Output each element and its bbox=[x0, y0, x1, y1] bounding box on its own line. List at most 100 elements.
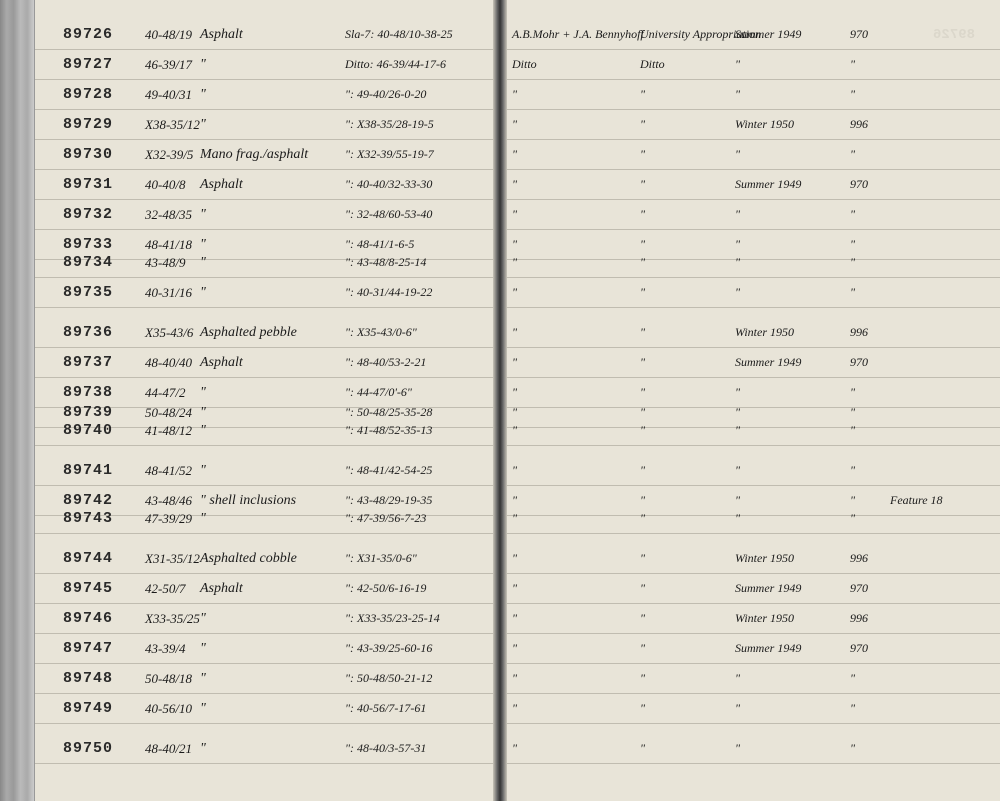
collector: " bbox=[512, 117, 517, 132]
ledger-row-right: ""Winter 1950996 bbox=[500, 318, 1000, 348]
accession: " bbox=[850, 57, 855, 72]
ghost-id: 89726 bbox=[933, 27, 975, 43]
accession: 970 bbox=[850, 581, 868, 596]
record-id: 89743 bbox=[63, 510, 113, 527]
ledger-row-left: 8974850-48/18"": 50-48/50-21-12 bbox=[35, 664, 499, 694]
collector: " bbox=[512, 611, 517, 626]
coordinate: 43-39/4 bbox=[145, 641, 185, 657]
detail: ": X32-39/55-19-7 bbox=[345, 147, 434, 162]
coordinate: X33-35/25 bbox=[145, 611, 200, 627]
detail: ": 47-39/56-7-23 bbox=[345, 511, 426, 526]
fund: " bbox=[640, 147, 645, 162]
detail: ": X33-35/23-25-14 bbox=[345, 611, 440, 626]
collector: Ditto bbox=[512, 57, 537, 72]
collector: " bbox=[512, 147, 517, 162]
ledger-book: 8972640-48/19AsphaltSla-7: 40-48/10-38-2… bbox=[0, 0, 1000, 801]
page-edge-stack bbox=[0, 0, 35, 801]
accession: " bbox=[850, 511, 855, 526]
ledger-row-right: ""Summer 1949970 bbox=[500, 170, 1000, 200]
detail: ": 40-31/44-19-22 bbox=[345, 285, 432, 300]
coordinate: X32-39/5 bbox=[145, 147, 193, 163]
season: " bbox=[735, 87, 740, 102]
season: Summer 1949 bbox=[735, 641, 801, 656]
ledger-row-left: 8973443-48/9"": 43-48/8-25-14 bbox=[35, 248, 499, 278]
ledger-row-right: ""Summer 1949970 bbox=[500, 574, 1000, 604]
record-id: 89735 bbox=[63, 284, 113, 301]
ledger-row-right: """" bbox=[500, 504, 1000, 534]
record-id: 89734 bbox=[63, 254, 113, 271]
description: Asphalted cobble bbox=[200, 551, 297, 567]
record-id: 89731 bbox=[63, 176, 113, 193]
record-id: 89746 bbox=[63, 610, 113, 627]
coordinate: 49-40/31 bbox=[145, 87, 192, 103]
description: " bbox=[200, 511, 206, 527]
season: Winter 1950 bbox=[735, 611, 794, 626]
coordinate: 40-48/19 bbox=[145, 27, 192, 43]
coordinate: 40-40/8 bbox=[145, 177, 185, 193]
collector: " bbox=[512, 581, 517, 596]
fund: " bbox=[640, 581, 645, 596]
collector: " bbox=[512, 255, 517, 270]
ledger-row-right: ""Summer 1949970 bbox=[500, 634, 1000, 664]
coordinate: 48-40/40 bbox=[145, 355, 192, 371]
ledger-row-left: 8973748-40/40Asphalt": 48-40/53-2-21 bbox=[35, 348, 499, 378]
description: Asphalt bbox=[200, 177, 243, 193]
description: Asphalt bbox=[200, 27, 243, 43]
detail: ": 41-48/52-35-13 bbox=[345, 423, 432, 438]
season: " bbox=[735, 207, 740, 222]
accession: " bbox=[850, 463, 855, 478]
description: " bbox=[200, 423, 206, 439]
fund: " bbox=[640, 701, 645, 716]
season: " bbox=[735, 741, 740, 756]
coordinate: 42-50/7 bbox=[145, 581, 185, 597]
description: " bbox=[200, 207, 206, 223]
description: " bbox=[200, 255, 206, 271]
season: Winter 1950 bbox=[735, 325, 794, 340]
ledger-row-left: 8973140-40/8Asphalt": 40-40/32-33-30 bbox=[35, 170, 499, 200]
record-id: 89727 bbox=[63, 56, 113, 73]
detail: ": 42-50/6-16-19 bbox=[345, 581, 426, 596]
season: Summer 1949 bbox=[735, 355, 801, 370]
fund: " bbox=[640, 87, 645, 102]
record-id: 89729 bbox=[63, 116, 113, 133]
record-id: 89737 bbox=[63, 354, 113, 371]
ledger-row-left: 8973540-31/16"": 40-31/44-19-22 bbox=[35, 278, 499, 308]
record-id: 89745 bbox=[63, 580, 113, 597]
record-id: 89732 bbox=[63, 206, 113, 223]
ledger-row-right: ""Winter 1950996 bbox=[500, 604, 1000, 634]
ledger-row-right: """" bbox=[500, 248, 1000, 278]
accession: " bbox=[850, 701, 855, 716]
season: " bbox=[735, 57, 740, 72]
ledger-row-left: 8975048-40/21"": 48-40/3-57-31 bbox=[35, 734, 499, 764]
record-id: 89730 bbox=[63, 146, 113, 163]
collector: " bbox=[512, 177, 517, 192]
coordinate: 50-48/18 bbox=[145, 671, 192, 687]
ledger-row-right: """" bbox=[500, 664, 1000, 694]
description: " bbox=[200, 87, 206, 103]
ledger-row-right: """" bbox=[500, 694, 1000, 724]
record-id: 89747 bbox=[63, 640, 113, 657]
fund: " bbox=[640, 671, 645, 686]
collector: " bbox=[512, 463, 517, 478]
record-id: 89726 bbox=[63, 26, 113, 43]
detail: ": 48-41/42-54-25 bbox=[345, 463, 432, 478]
fund: " bbox=[640, 641, 645, 656]
fund: " bbox=[640, 177, 645, 192]
record-id: 89741 bbox=[63, 462, 113, 479]
fund: " bbox=[640, 207, 645, 222]
coordinate: X35-43/6 bbox=[145, 325, 193, 341]
accession: " bbox=[850, 255, 855, 270]
record-id: 89728 bbox=[63, 86, 113, 103]
accession: " bbox=[850, 423, 855, 438]
description: " bbox=[200, 641, 206, 657]
coordinate: 43-48/9 bbox=[145, 255, 185, 271]
description: " bbox=[200, 117, 206, 133]
collector: A.B.Mohr + J.A. Bennyhoff bbox=[512, 27, 644, 42]
accession: " bbox=[850, 87, 855, 102]
description: " bbox=[200, 701, 206, 717]
record-id: 89744 bbox=[63, 550, 113, 567]
ledger-row-right: """" bbox=[500, 734, 1000, 764]
accession: 970 bbox=[850, 177, 868, 192]
ledger-row-right: """" bbox=[500, 416, 1000, 446]
description: " bbox=[200, 463, 206, 479]
